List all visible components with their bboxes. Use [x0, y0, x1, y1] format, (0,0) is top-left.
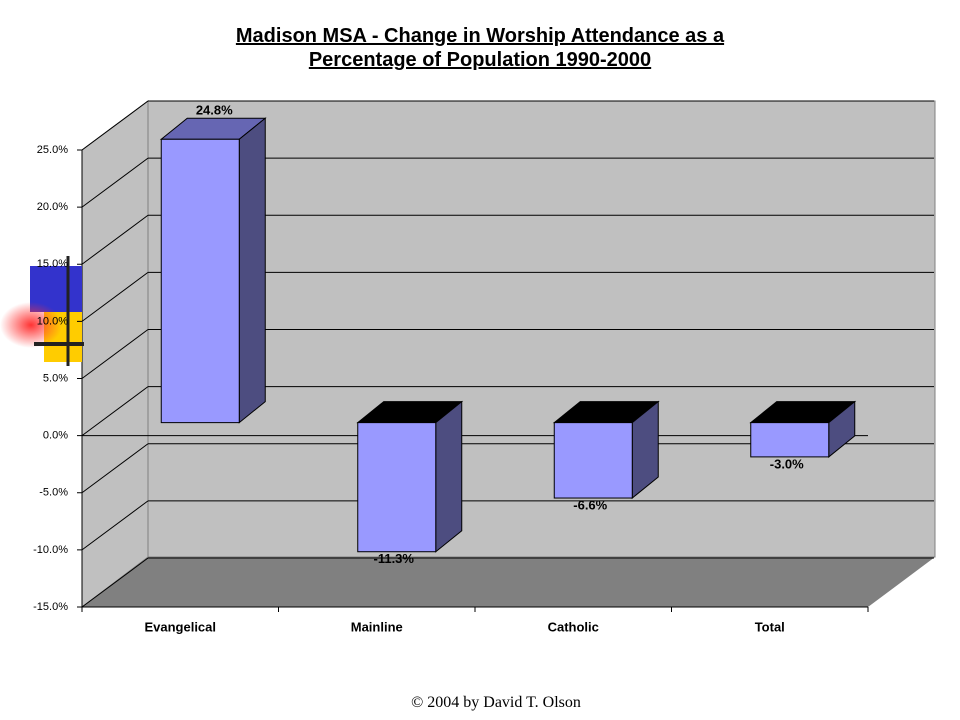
grid-line: [81, 443, 149, 494]
x-tick-label: Evangelical: [144, 619, 216, 634]
x-tick-label: Catholic: [548, 619, 599, 634]
y-tick-label: -10.0%: [33, 544, 68, 556]
y-tick-label: 0.0%: [43, 430, 68, 442]
x-tick-label: Total: [755, 619, 785, 634]
grid-line: [81, 100, 149, 151]
bar: [750, 422, 830, 458]
y-tick-label: 25.0%: [37, 144, 68, 156]
bar: [357, 422, 437, 553]
grid-line: [81, 214, 149, 265]
bar: [553, 422, 633, 499]
chart: -15.0% -10.0% -5.0% 0.0% 5.0% 10.0% 15.0% 20.0%…: [0, 100, 936, 634]
bar-side: [435, 400, 463, 553]
floor: [82, 557, 935, 607]
y-tick-label: 5.0%: [43, 372, 68, 384]
y-tick-label: 20.0%: [37, 201, 68, 213]
grid-line: [81, 386, 149, 437]
y-tick-label: 15.0%: [37, 258, 68, 270]
value-label: 24.8%: [196, 103, 233, 118]
grid-line: [81, 329, 149, 379]
bar: [160, 138, 240, 424]
grid-line: [81, 557, 149, 608]
chart-title: Madison MSA - Change in Worship Attendan…: [235, 25, 725, 71]
value-label: -11.3%: [374, 551, 415, 566]
value-label: -3.0%: [770, 456, 804, 471]
value-label: -6.6%: [573, 497, 607, 512]
y-tick-label: -15.0%: [33, 601, 68, 613]
logo-red: [0, 302, 62, 348]
grid-line: [81, 157, 149, 208]
bar-side: [238, 117, 266, 424]
grid-line: [81, 271, 149, 322]
y-tick-label: -5.0%: [39, 487, 68, 499]
x-tick-label: Mainline: [351, 619, 403, 634]
grid-line: [81, 500, 149, 551]
y-tick-label: 10.0%: [37, 315, 68, 327]
footer: © 2004 by David T. Olson: [411, 694, 581, 711]
